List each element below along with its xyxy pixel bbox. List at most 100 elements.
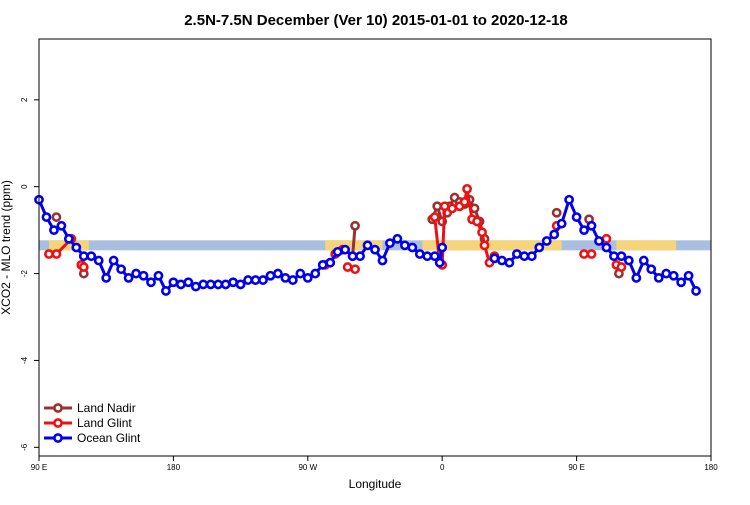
ocean-glint-point xyxy=(623,255,634,266)
land-glint-point xyxy=(439,201,450,212)
ocean-glint-point xyxy=(399,240,410,251)
plot-frame xyxy=(38,38,712,457)
ocean-glint-point xyxy=(437,242,448,253)
land-glint-point xyxy=(616,262,627,272)
ocean-glint-point xyxy=(235,279,246,290)
ocean-glint-point xyxy=(317,259,328,270)
land-glint-point xyxy=(579,249,589,259)
ocean-glint-point xyxy=(676,277,687,288)
y-tick-label: -6 xyxy=(20,443,29,451)
land-glint-point xyxy=(462,183,472,194)
y-tick-label: 0 xyxy=(20,184,29,189)
ocean-glint-point xyxy=(116,264,127,275)
legend-swatch-marker xyxy=(53,418,63,428)
land-glint-point xyxy=(472,216,482,227)
ocean-glint-point xyxy=(71,242,82,253)
ocean-glint-point xyxy=(310,268,321,279)
ocean-glint-point xyxy=(325,257,336,268)
ocean-glint-point xyxy=(579,225,589,236)
series-ocean-glint xyxy=(34,194,701,296)
series-land-glint xyxy=(44,183,627,275)
ocean-glint-point xyxy=(146,277,156,288)
land-nadir-point xyxy=(350,220,360,231)
ocean-glint-point xyxy=(653,273,664,283)
ocean-glint-point xyxy=(668,270,679,281)
ocean-glint-point xyxy=(370,244,380,255)
ocean-glint-point xyxy=(489,253,500,264)
ocean-glint-point xyxy=(243,275,253,285)
ocean-glint-point xyxy=(123,273,134,283)
ocean-glint-point xyxy=(414,249,425,259)
ocean-glint-point xyxy=(571,212,582,222)
ocean-glint-point xyxy=(205,279,216,290)
ocean-glint-point xyxy=(631,273,642,283)
y-tick-label: -2 xyxy=(20,269,29,277)
series-land-nadir xyxy=(51,192,624,279)
land-glint-point xyxy=(586,249,597,259)
legend-entry-ocean-glint: Ocean Glint xyxy=(44,431,141,445)
x-axis-label: Longitude xyxy=(349,477,402,491)
ocean-glint-point xyxy=(564,194,575,205)
ocean-glint-point xyxy=(683,270,694,281)
ocean-glint-point xyxy=(250,275,261,285)
legend-label: Land Glint xyxy=(77,416,132,430)
legend-label: Ocean Glint xyxy=(77,431,141,445)
ocean-glint-point xyxy=(534,242,545,253)
land-glint-point xyxy=(350,264,360,275)
ocean-glint-point xyxy=(41,212,52,222)
legend-swatch-marker xyxy=(53,403,63,413)
ocean-glint-point xyxy=(519,251,530,262)
ocean-glint-point xyxy=(86,251,97,262)
series-layer xyxy=(34,183,701,296)
land-band-2 xyxy=(422,240,562,251)
ocean-glint-point xyxy=(497,255,507,266)
land-glint-point xyxy=(44,249,54,259)
ocean-glint-point xyxy=(355,251,365,262)
land-glint-point xyxy=(51,249,62,259)
land-glint-point xyxy=(78,262,89,272)
land-nadir-point xyxy=(432,201,443,212)
land-glint-point xyxy=(342,262,353,272)
ocean-glint-point xyxy=(183,277,194,288)
x-tick-label: 0 xyxy=(440,463,445,472)
land-glint-point xyxy=(447,203,458,214)
ocean-glint-point xyxy=(49,225,59,236)
ocean-glint-point xyxy=(385,238,395,249)
ocean-glint-point xyxy=(407,242,418,253)
ocean-glint-point xyxy=(220,279,231,290)
ocean-glint-point xyxy=(661,268,672,279)
land-glint-point xyxy=(477,227,487,238)
ocean-glint-point xyxy=(108,255,119,266)
legend-entry-land-nadir: Land Nadir xyxy=(44,401,136,415)
y-tick-label: 2 xyxy=(20,97,29,102)
ocean-glint-point xyxy=(168,277,179,288)
ocean-glint-point xyxy=(138,270,149,281)
ocean-glint-point xyxy=(280,273,291,283)
land-band-3 xyxy=(616,240,677,251)
x-tick-label: 90 W xyxy=(298,463,317,472)
land-nadir-point xyxy=(51,212,62,222)
ocean-glint-point xyxy=(609,251,619,262)
ocean-glint-point xyxy=(646,264,657,275)
ocean-glint-point xyxy=(556,218,567,229)
ocean-glint-point xyxy=(526,251,537,262)
ocean-glint-point xyxy=(594,236,604,246)
ocean-glint-point xyxy=(362,240,373,251)
land-glint-point xyxy=(459,196,470,207)
ocean-glint-point xyxy=(616,251,627,262)
y-tick-label: -4 xyxy=(20,356,29,364)
ocean-glint-point xyxy=(429,251,440,262)
ocean-glint-point xyxy=(56,220,67,231)
ocean-glint-point xyxy=(586,220,597,231)
land-nadir-point xyxy=(551,207,562,218)
ocean-glint-point xyxy=(549,229,560,240)
ocean-glint-point xyxy=(504,257,515,268)
ocean-glint-point xyxy=(273,268,283,279)
ocean-glint-point xyxy=(101,273,112,283)
ocean-glint-point xyxy=(392,233,403,244)
ocean-glint-point xyxy=(265,270,276,281)
ocean-glint-point xyxy=(601,242,612,253)
